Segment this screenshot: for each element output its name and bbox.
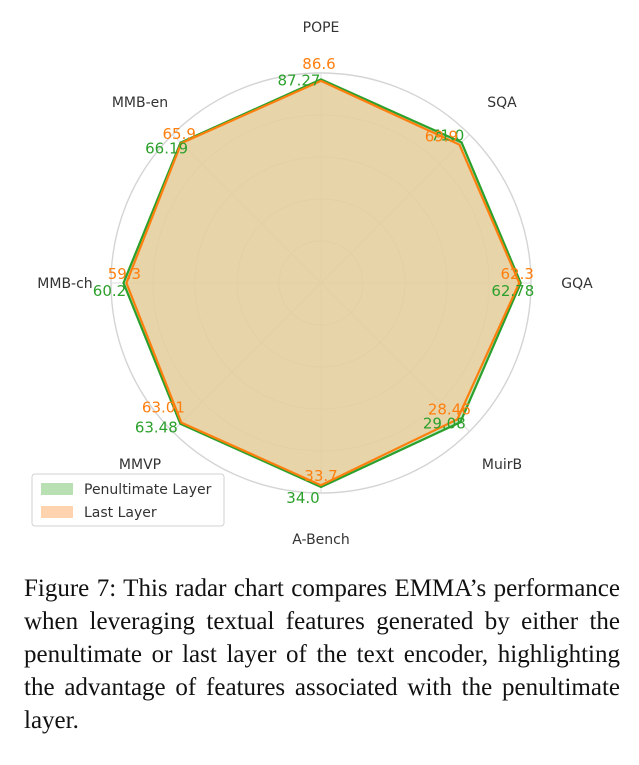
legend-swatch-last-layer bbox=[41, 506, 73, 518]
value-label-last-layer-a-bench: 33.7 bbox=[304, 467, 337, 485]
value-label-penultimate-layer-gqa: 62.78 bbox=[491, 282, 534, 300]
legend-swatch-penultimate-layer bbox=[41, 483, 73, 495]
axis-label-a-bench: A-Bench bbox=[292, 532, 349, 548]
axis-labels: POPE SQA GQA MuirB A-Bench MMVP MMB-ch MMB-en bbox=[37, 20, 593, 548]
axis-label-mmvp: MMVP bbox=[119, 457, 161, 473]
radar-figure: POPE SQA GQA MuirB A-Bench MMVP MMB-ch MMB-en 8… bbox=[31, 20, 593, 548]
value-label-penultimate-layer-mmvp: 63.48 bbox=[135, 419, 178, 437]
axis-label-mmb-en: MMB-en bbox=[112, 95, 168, 111]
radar-chart: POPE SQA GQA MuirB A-Bench MMVP MMB-ch MMB-en 8… bbox=[31, 20, 593, 548]
series-line-last-layer bbox=[125, 79, 521, 487]
value-label-last-layer-mmb-en: 65.9 bbox=[162, 125, 195, 143]
value-label-penultimate-layer-sqa: 71.0 bbox=[431, 126, 464, 144]
value-label-last-layer-mmb-ch: 59.3 bbox=[108, 265, 141, 283]
legend-label-penultimate-layer: Penultimate Layer bbox=[84, 482, 212, 498]
axis-label-pope: POPE bbox=[303, 20, 340, 36]
value-label-penultimate-layer-pope: 87.27 bbox=[278, 71, 321, 89]
value-label-last-layer-muirb: 28.46 bbox=[428, 400, 471, 418]
value-label-penultimate-layer-mmb-en: 66.19 bbox=[145, 140, 188, 158]
figure-caption: Figure 7: This radar chart compares EMMA… bbox=[24, 575, 620, 734]
value-label-last-layer-mmvp: 63.01 bbox=[142, 399, 185, 417]
value-label-last-layer-pope: 86.6 bbox=[302, 55, 335, 73]
value-label-penultimate-layer-mmb-ch: 60.2 bbox=[93, 282, 126, 300]
value-label-last-layer-sqa: 69.9 bbox=[425, 128, 458, 146]
value-label-last-layer-gqa: 62.3 bbox=[500, 265, 533, 283]
value-labels: 87.27 71.0 62.78 29.08 34.0 63.48 60.2 66.19 86.… bbox=[93, 55, 534, 507]
value-label-penultimate-layer-muirb: 29.08 bbox=[423, 414, 466, 432]
legend-frame bbox=[31, 473, 225, 527]
axis-label-gqa: GQA bbox=[561, 276, 593, 292]
legend-label-last-layer: Last Layer bbox=[84, 505, 157, 521]
radar-series bbox=[122, 78, 522, 489]
legend: Penultimate Layer Last Layer bbox=[31, 473, 225, 527]
axis-label-sqa: SQA bbox=[487, 95, 517, 111]
series-line-penultimate-layer bbox=[122, 78, 522, 489]
value-label-penultimate-layer-a-bench: 34.0 bbox=[286, 489, 319, 507]
axis-label-muirb: MuirB bbox=[482, 457, 522, 473]
series-area-last-layer bbox=[126, 80, 520, 486]
axis-label-mmb-ch: MMB-ch bbox=[37, 276, 92, 292]
